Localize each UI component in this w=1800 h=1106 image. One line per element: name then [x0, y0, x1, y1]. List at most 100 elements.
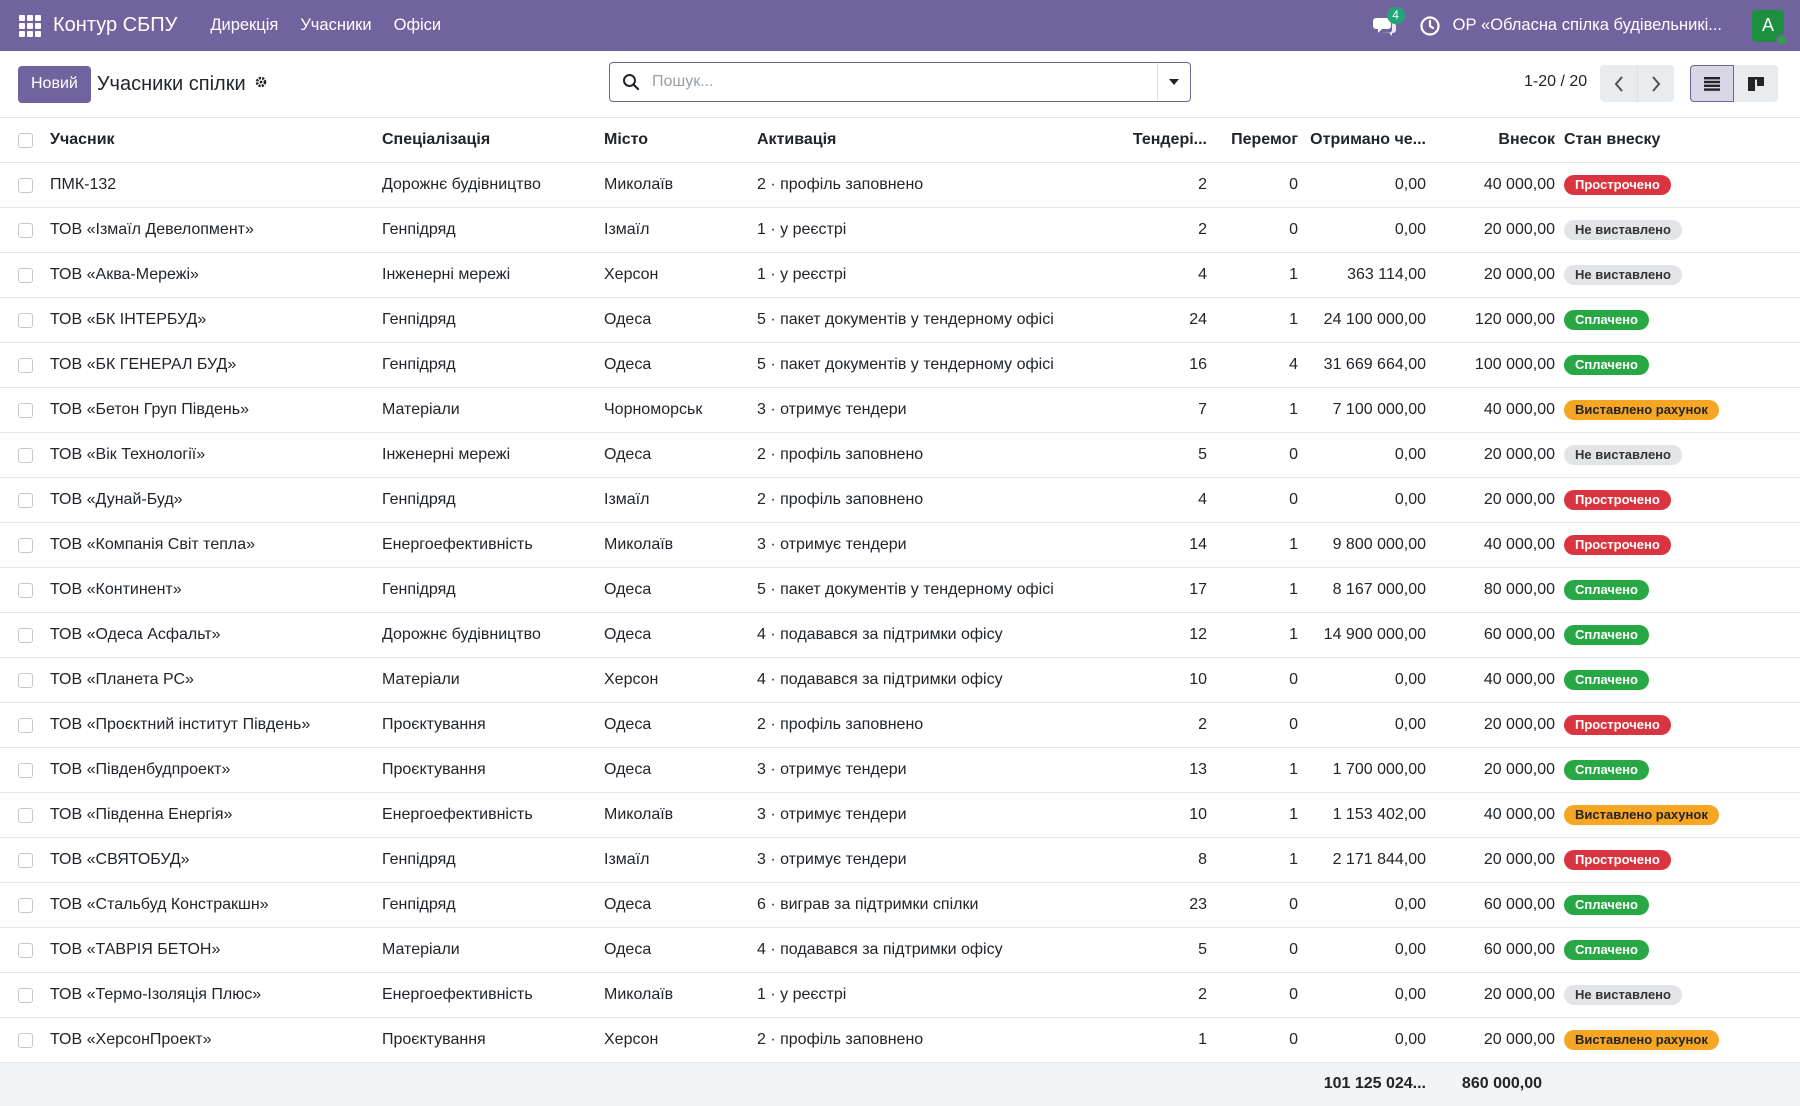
table-row[interactable]: ТОВ «Південна Енергія» Енергоефективність…	[0, 793, 1800, 838]
table-row[interactable]: ПМК-132 Дорожнє будівництво Миколаїв 2 · пр…	[0, 163, 1800, 208]
row-checkbox[interactable]	[18, 492, 33, 508]
row-checkbox[interactable]	[18, 312, 33, 328]
row-checkbox[interactable]	[18, 582, 33, 598]
pager-value[interactable]: 1-20 / 20	[1524, 73, 1588, 90]
kanban-view-button[interactable]	[1734, 65, 1778, 102]
row-checkbox[interactable]	[18, 537, 33, 553]
table-row[interactable]: ТОВ «Компанія Світ тепла» Енергоефективні…	[0, 523, 1800, 568]
specialization: Дорожнє будівництво	[382, 626, 541, 643]
row-checkbox[interactable]	[18, 672, 33, 688]
menu-directorate[interactable]: Дирекція	[210, 16, 279, 34]
tenders-count: 5	[1198, 446, 1207, 463]
gear-icon[interactable]	[254, 75, 268, 94]
wins-count: 0	[1289, 446, 1298, 463]
row-checkbox[interactable]	[18, 222, 33, 238]
row-checkbox[interactable]	[18, 402, 33, 418]
fee-amount: 20 000,00	[1483, 761, 1555, 778]
table-row[interactable]: ТОВ «Одеса Асфальт» Дорожнє будівництво Од…	[0, 613, 1800, 658]
table-row[interactable]: ТОВ «Бетон Груп Південь» Матеріали Чорномо…	[0, 388, 1800, 433]
row-checkbox[interactable]	[18, 357, 33, 373]
column-header-tenders[interactable]: Тендері...	[1132, 131, 1207, 148]
row-checkbox[interactable]	[18, 627, 33, 643]
new-button[interactable]: Новий	[18, 65, 91, 103]
specialization: Генпідряд	[382, 356, 456, 373]
search-input[interactable]	[652, 73, 1132, 91]
table-row[interactable]: ТОВ «Ізмаїл Девелопмент» Генпідряд Ізмаїл 1…	[0, 208, 1800, 253]
activation: 2 · профіль заповнено	[757, 1031, 924, 1048]
table-row[interactable]: ТОВ «Дунай-Буд» Генпідряд Ізмаїл 2 · профіл…	[0, 478, 1800, 523]
wins-count: 1	[1289, 806, 1298, 823]
select-all-checkbox[interactable]	[18, 132, 33, 148]
navbar-systray: 4 ОР «Обласна спілка будівельникі... A	[1372, 0, 1800, 51]
apps-menu-icon[interactable]	[19, 14, 41, 37]
table-row[interactable]: ТОВ «Проєктний інститут Південь» Проєктув…	[0, 703, 1800, 748]
fee-status-cell: Виставлено рахунок	[1564, 400, 1794, 420]
chat-icon[interactable]: 4	[1372, 6, 1405, 37]
fee-status-cell: Не виставлено	[1564, 265, 1794, 285]
menu-members[interactable]: Учасники	[300, 16, 372, 34]
member-name: ТОВ «СВЯТОБУД»	[50, 851, 190, 868]
list-view-button[interactable]	[1690, 65, 1734, 102]
user-avatar[interactable]: A	[1752, 9, 1788, 46]
table-row[interactable]: ТОВ «ХерсонПроект» Проєктування Херсон 2 · …	[0, 1018, 1800, 1063]
fee-status-cell: Сплачено	[1564, 580, 1794, 600]
table-row[interactable]: ТОВ «Планета РС» Матеріали Херсон 4 · подав…	[0, 658, 1800, 703]
status-badge: Виставлено рахунок	[1564, 400, 1719, 420]
row-checkbox[interactable]	[18, 762, 33, 778]
column-header-member[interactable]: Учасник	[50, 131, 115, 148]
tenders-count: 2	[1198, 716, 1207, 733]
avatar-letter: A	[1761, 15, 1774, 35]
row-checkbox[interactable]	[18, 717, 33, 733]
city: Херсон	[604, 671, 659, 688]
activation: 1 · у реєстрі	[757, 221, 847, 238]
row-checkbox[interactable]	[18, 852, 33, 868]
tenders-count: 10	[1189, 671, 1207, 688]
row-checkbox[interactable]	[18, 1032, 33, 1048]
table-row[interactable]: ТОВ «Континент» Генпідряд Одеса 5 · пакет д…	[0, 568, 1800, 613]
table-row[interactable]: ТОВ «ТАВРІЯ БЕТОН» Матеріали Одеса 4 · пода…	[0, 928, 1800, 973]
row-checkbox[interactable]	[18, 267, 33, 283]
pager-previous-button[interactable]	[1600, 65, 1637, 102]
table-row[interactable]: ТОВ «СВЯТОБУД» Генпідряд Ізмаїл 3 · отримує…	[0, 838, 1800, 883]
received-amount: 0,00	[1394, 1031, 1426, 1048]
column-header-fee[interactable]: Внесок	[1498, 131, 1555, 148]
clock-icon[interactable]	[1419, 15, 1441, 37]
menu-offices[interactable]: Офіси	[393, 16, 442, 34]
specialization: Енергоефективність	[382, 986, 533, 1003]
received-amount: 14 900 000,00	[1323, 626, 1426, 643]
column-header-received[interactable]: Отримано че...	[1310, 131, 1426, 148]
row-checkbox[interactable]	[18, 177, 33, 193]
list-view-icon	[1704, 76, 1720, 91]
table-row[interactable]: ТОВ «Аква-Мережі» Інженерні мережі Херсон 1…	[0, 253, 1800, 298]
table-row[interactable]: ТОВ «БК ІНТЕРБУД» Генпідряд Одеса 5 · пакет…	[0, 298, 1800, 343]
table-row[interactable]: ТОВ «Термо-Ізоляція Плюс» Енергоефективні…	[0, 973, 1800, 1018]
member-name: ТОВ «Стальбуд Констракшн»	[50, 896, 269, 913]
table-row[interactable]: ТОВ «Південбудпроект» Проєктування Одеса 3 …	[0, 748, 1800, 793]
column-header-activation[interactable]: Активація	[757, 131, 837, 148]
row-checkbox[interactable]	[18, 942, 33, 958]
column-header-fee-status[interactable]: Стан внеску	[1564, 131, 1661, 148]
search-options-toggle[interactable]	[1157, 63, 1190, 101]
received-amount: 9 800 000,00	[1332, 536, 1426, 553]
specialization: Генпідряд	[382, 491, 456, 508]
received-amount: 363 114,00	[1347, 266, 1426, 283]
table-row[interactable]: ТОВ «БК ГЕНЕРАЛ БУД» Генпідряд Одеса 5 · па…	[0, 343, 1800, 388]
column-header-wins[interactable]: Перемог	[1231, 131, 1298, 148]
pager-next-button[interactable]	[1637, 65, 1674, 102]
row-checkbox[interactable]	[18, 447, 33, 463]
company-switcher[interactable]: ОР «Обласна спілка будівельникі...	[1452, 16, 1722, 34]
table-row[interactable]: ТОВ «Стальбуд Констракшн» Генпідряд Одеса 6…	[0, 883, 1800, 928]
table-row[interactable]: ТОВ «Вік Технології» Інженерні мережі Одес…	[0, 433, 1800, 478]
row-checkbox[interactable]	[18, 897, 33, 913]
wins-count: 1	[1289, 626, 1298, 643]
member-name: ТОВ «БК ІНТЕРБУД»	[50, 311, 207, 328]
column-header-city[interactable]: Місто	[604, 131, 649, 148]
status-badge: Прострочено	[1564, 490, 1671, 510]
column-header-specialization[interactable]: Спеціалізація	[382, 131, 491, 148]
row-checkbox[interactable]	[18, 987, 33, 1003]
row-checkbox[interactable]	[18, 807, 33, 823]
status-badge: Сплачено	[1564, 355, 1649, 375]
wins-count: 0	[1289, 491, 1298, 508]
app-brand[interactable]: Контур СБПУ	[53, 14, 178, 36]
wins-count: 1	[1289, 581, 1298, 598]
